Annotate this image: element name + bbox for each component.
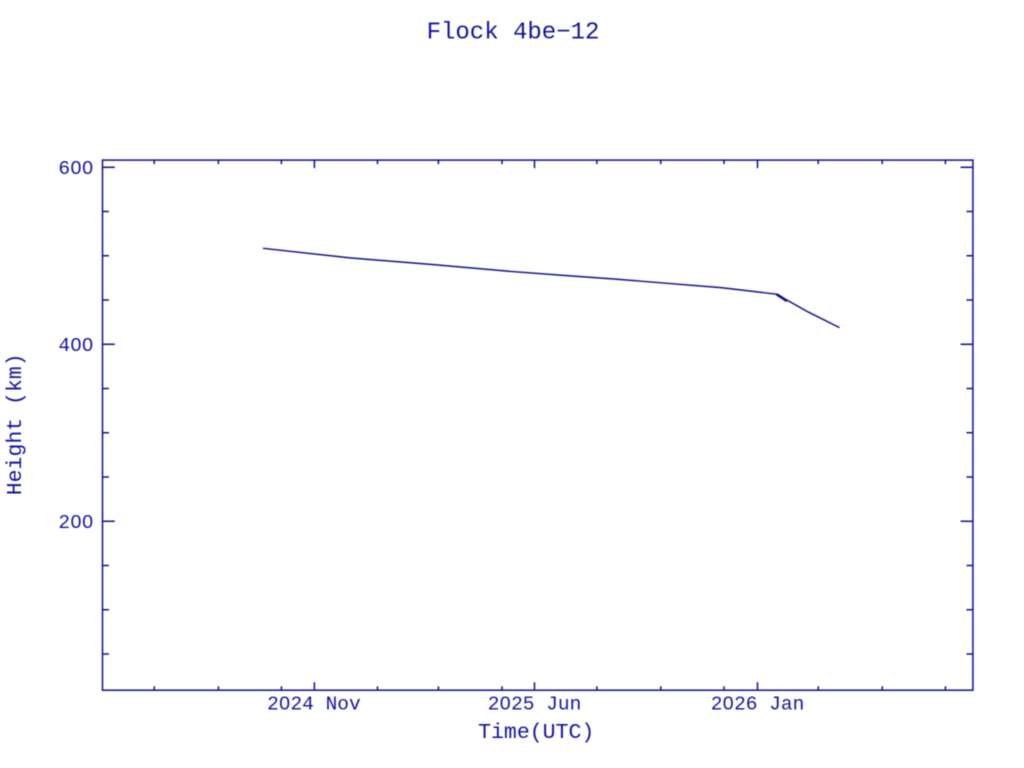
svg-text:2026 Jan: 2026 Jan — [711, 694, 805, 716]
svg-text:2024 Nov: 2024 Nov — [267, 694, 361, 716]
svg-text:Flock 4be−12: Flock 4be−12 — [427, 19, 600, 46]
svg-text:Time(UTC): Time(UTC) — [478, 721, 594, 745]
svg-text:Height (km): Height (km) — [4, 353, 28, 495]
svg-text:2025 Jun: 2025 Jun — [488, 694, 582, 716]
